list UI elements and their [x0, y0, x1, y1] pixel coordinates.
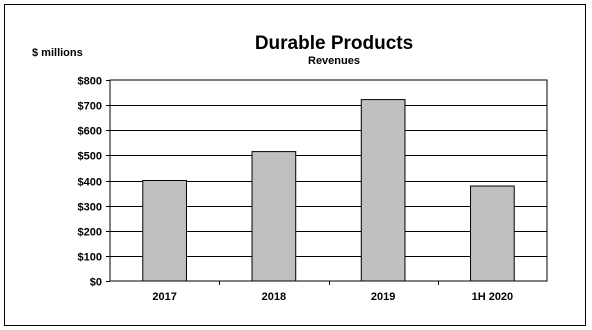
y-axis-label: $ millions	[32, 47, 83, 59]
y-tick-label: $600	[78, 126, 102, 138]
axes	[106, 79, 548, 285]
y-tick-label: $200	[78, 227, 102, 239]
x-tick-label: 1H 2020	[472, 291, 514, 303]
x-tick-label: 2018	[262, 291, 286, 303]
y-tick-label: $300	[78, 202, 102, 214]
plot-area	[109, 79, 548, 282]
y-tick-label: $800	[78, 76, 102, 88]
bars	[142, 99, 515, 282]
y-tick-labels: $0 $100 $200 $300 $400 $500 $600 $700 $800	[78, 76, 102, 289]
y-tick-label: $500	[78, 151, 102, 163]
bar-2017	[142, 180, 187, 282]
x-tick-labels: 2017 2018 2019 1H 2020	[152, 291, 513, 303]
x-tick-label: 2019	[371, 291, 395, 303]
x-tick-label: 2017	[152, 291, 176, 303]
bar-2018	[251, 151, 297, 282]
y-tick-label: $0	[90, 277, 102, 289]
y-tick-label: $400	[78, 177, 102, 189]
chart-subtitle: Revenues	[308, 55, 360, 67]
y-tick-label: $100	[78, 252, 102, 264]
chart-title: Durable Products	[255, 33, 413, 54]
bar-1h-2020	[470, 185, 515, 282]
y-tick-label: $700	[78, 101, 102, 113]
bar-2019	[360, 99, 406, 282]
